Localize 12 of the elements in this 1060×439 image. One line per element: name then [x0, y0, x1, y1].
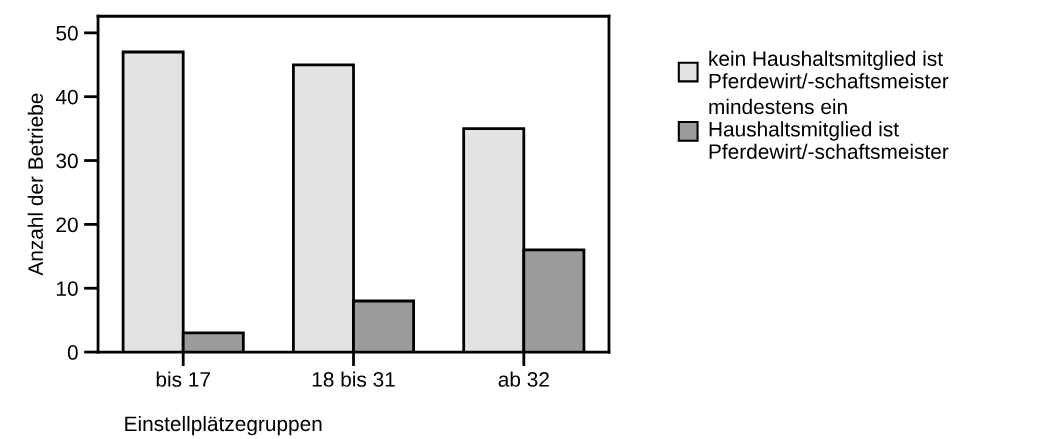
- x-tick-label: 18 bis 31: [312, 371, 395, 387]
- y-tick-label: 10: [57, 281, 78, 296]
- x-axis-title: Einstellplätzegruppen: [125, 415, 322, 436]
- x-tick-label: ab 32: [498, 371, 549, 387]
- y-tick-label: 0: [67, 345, 78, 360]
- x-tick-label: bis 17: [156, 371, 210, 387]
- y-axis-title: Anzahl der Betriebe: [27, 93, 43, 276]
- y-tick-label: 20: [56, 217, 78, 233]
- y-tick-label: 40: [55, 89, 78, 105]
- y-tick-label: 50: [56, 25, 78, 41]
- legend-label: mindestens ein Haushaltsmitglied ist Pferdewirt/-schaftsmeister: [709, 98, 949, 160]
- y-tick-label: 30: [56, 153, 78, 169]
